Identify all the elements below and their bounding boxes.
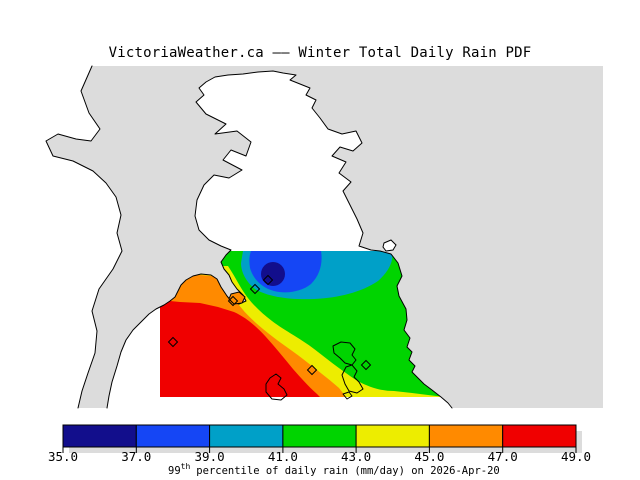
bay-islet [228,291,246,305]
lake-outline [332,341,357,366]
contour-47-49 [160,300,320,397]
contour-35-37 [261,262,285,286]
caption-text: percentile of daily rain (mm/day) on 202… [196,465,499,477]
colorbar-tick-label: 35.0 [48,449,78,464]
coastline-main [106,70,453,409]
colorbar-tick-label: 41.0 [268,449,298,464]
station-marker-diamond [249,283,261,295]
colorbar-segment-37-39 [135,424,211,448]
water-body [46,66,603,408]
colorbar-tick-label: 45.0 [414,449,444,464]
colorbar-segment-43-45 [355,424,430,448]
station-marker-diamond [262,274,274,286]
colorbar-segment-45-47 [428,424,504,448]
station-markers [167,274,372,376]
colorbar-segment-41-43 [282,424,357,448]
colorbar-tick-label: 47.0 [488,449,518,464]
lake-outline [265,373,288,401]
colorbar-tick-label: 43.0 [341,449,371,464]
coastline-west-shore [45,65,123,409]
colorbar-tick-label: 49.0 [561,449,591,464]
colorbar-caption: 99th percentile of daily rain (mm/day) on… [168,462,500,477]
colorbar-segment-35-37 [62,424,137,448]
colorbar-segment-39-41 [209,424,284,448]
lake-outline [342,391,353,400]
colorbar-tick-label: 39.0 [195,449,225,464]
lake-outline [341,364,364,394]
colorbar-tick-label: 37.0 [121,449,151,464]
figure-title: VictoriaWeather.ca —— Winter Total Daily… [109,45,532,61]
station-marker-diamond [227,295,239,307]
caption-superscript: th [181,462,191,471]
station-marker-diamond [360,359,372,371]
station-marker-diamond [167,336,179,348]
caption-number: 99 [168,465,181,477]
station-marker-diamond [306,364,318,376]
islet [382,239,397,252]
colorbar: 35.0 37.0 39.0 41.0 43.0 45.0 47.0 49.0 … [48,424,591,477]
colorbar-segment-47-49 [502,424,577,448]
